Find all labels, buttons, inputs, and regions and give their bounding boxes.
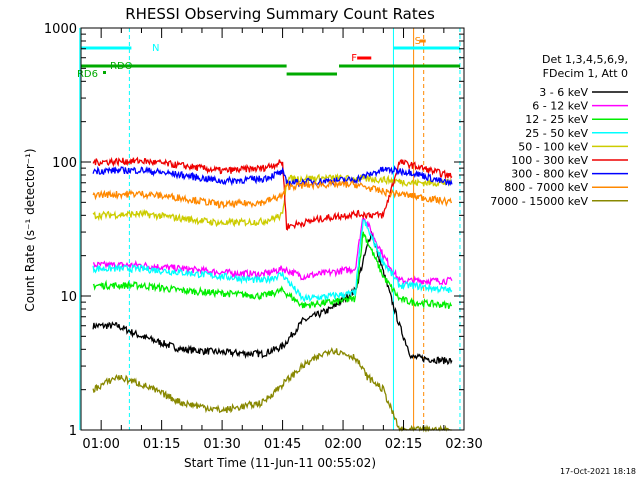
flag-label-rd6: RD6 (77, 69, 98, 80)
legend-label-0: 3 - 6 keV (539, 86, 588, 99)
x-tick-label: 02:15 (385, 437, 422, 452)
flag-label-n: N (152, 43, 159, 54)
legend-label-7: 800 - 7000 keV (504, 181, 588, 194)
legend: Det 1,3,4,5,6,9, FDecim 1, Att 0 3 - 6 k… (490, 53, 628, 208)
legend-label-5: 100 - 300 keV (511, 154, 588, 167)
legend-label-3: 25 - 50 keV (525, 127, 588, 140)
legend-label-2: 12 - 25 keV (525, 113, 588, 126)
x-tick-label: 01:30 (203, 437, 240, 452)
series-line-1 (92, 216, 453, 287)
x-tick-label: 02:00 (324, 437, 361, 452)
flag-label-s: S (415, 36, 421, 47)
x-axis-label: Start Time (11-Jun-11 00:55:02) (184, 456, 376, 470)
y-axis-label: Count Rate (s⁻¹ detector⁻¹) (23, 148, 37, 311)
series-line-2 (92, 231, 452, 310)
footer-timestamp: 17-Oct-2021 18:18 (560, 467, 636, 476)
series-line-8 (92, 347, 452, 433)
legend-label-6: 300 - 800 keV (511, 168, 588, 181)
x-tick-label: 01:15 (143, 437, 180, 452)
y-tick-label: 10 (60, 290, 77, 305)
series-line-0 (92, 231, 453, 366)
x-tick-label: 01:00 (82, 437, 119, 452)
y-tick-label: 1000 (44, 22, 77, 37)
legend-label-1: 6 - 12 keV (532, 100, 588, 113)
legend-header-line-2: FDecim 1, Att 0 (543, 67, 628, 80)
series-line-7 (92, 180, 453, 209)
y-tick-label: 1 (69, 424, 77, 439)
series-line-5 (92, 156, 453, 231)
legend-label-4: 50 - 100 keV (518, 140, 588, 153)
legend-label-8: 7000 - 15000 keV (490, 195, 588, 208)
x-tick-label: 02:30 (445, 437, 482, 452)
y-tick-label: 100 (52, 156, 77, 171)
y-axis: 1 10 100 1000 (44, 22, 464, 439)
series-line-3 (92, 218, 453, 303)
series-line-6 (92, 165, 453, 188)
flag-rd6-dot (103, 71, 106, 74)
legend-header-line-1: Det 1,3,4,5,6,9, (542, 53, 628, 66)
series-layer (92, 156, 453, 433)
x-tick-label: 01:45 (264, 437, 301, 452)
flag-label-f: F (351, 53, 357, 64)
chart-title: RHESSI Observing Summary Count Rates (125, 5, 435, 23)
x-axis: 01:00 01:15 01:30 01:45 02:00 02:15 02:30 (80, 28, 483, 452)
flag-bars: N RDO RD6 F S (77, 28, 461, 430)
flag-label-rdo: RDO (110, 61, 133, 72)
plot-frame (80, 27, 465, 431)
